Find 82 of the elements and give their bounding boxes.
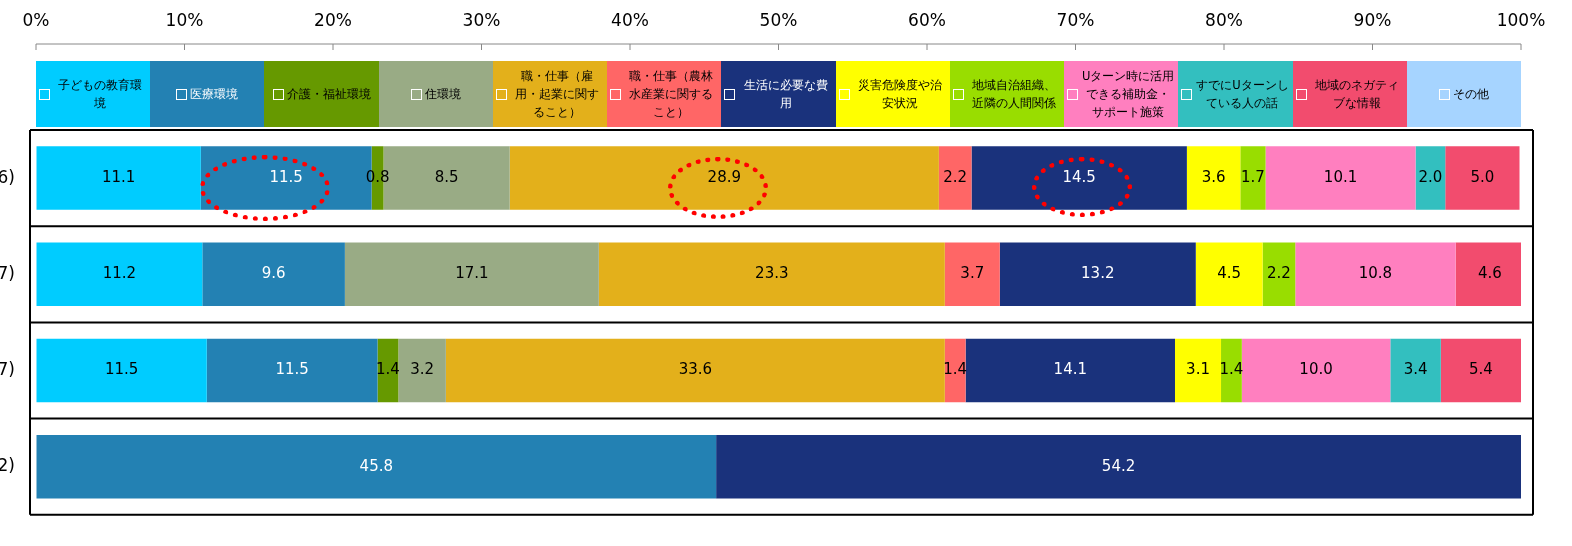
bar xyxy=(938,146,972,210)
data-label: 10.8 xyxy=(1358,264,1393,283)
data-label: 3.4 xyxy=(1403,360,1428,379)
x-tick-label: 10% xyxy=(165,10,204,31)
bar xyxy=(1195,242,1263,307)
data-label: 11.2 xyxy=(102,264,137,283)
data-label: 5.0 xyxy=(1470,167,1495,186)
bar xyxy=(716,434,1521,499)
legend-label: 生活に必要な費用 xyxy=(742,77,829,112)
legend-label: 災害危険度や治安状況 xyxy=(856,77,943,112)
data-label: 28.9 xyxy=(707,167,741,186)
bar xyxy=(1186,146,1241,210)
text: 職・仕事（雇用・起業に関すること） xyxy=(514,68,601,121)
data-label: 2.2 xyxy=(943,167,968,186)
data-label: 11.1 xyxy=(101,167,136,186)
bar xyxy=(206,338,378,403)
data-label: 8.5 xyxy=(434,167,459,186)
data-label: 3.6 xyxy=(1201,167,1226,186)
bar xyxy=(1445,146,1520,210)
x-tick-label: 20% xyxy=(314,10,352,31)
legend-label: 介護・福祉環境 xyxy=(286,86,371,103)
data-label: 10.0 xyxy=(1299,360,1333,379)
x-tick-label: 90% xyxy=(1353,10,1392,31)
x-tick-label: 80% xyxy=(1205,10,1243,31)
data-label: 4.6 xyxy=(1477,264,1502,283)
bar xyxy=(398,338,446,403)
legend-label: すでにUターンしている人の話 xyxy=(1195,77,1290,112)
bar xyxy=(445,338,945,403)
bar xyxy=(1415,146,1446,210)
data-label: 1.7 xyxy=(1241,167,1265,186)
data-label: 10.1 xyxy=(1323,167,1358,186)
bar xyxy=(344,242,599,307)
data-label: 3.7 xyxy=(960,264,985,283)
data-label: 4.5 xyxy=(1217,264,1242,283)
data-label: 54.2 xyxy=(1101,456,1136,475)
legend-label: Uターン時に活用できる補助金・サポート施策 xyxy=(1081,68,1176,121)
bar xyxy=(1295,242,1456,307)
bar xyxy=(598,242,945,307)
data-label: 5.4 xyxy=(1468,360,1493,379)
bar xyxy=(1265,146,1416,210)
data-label: 14.5 xyxy=(1062,167,1096,186)
data-label: 2.2 xyxy=(1267,264,1291,283)
bar xyxy=(1262,242,1296,307)
x-tick-label: 50% xyxy=(759,10,798,31)
bar xyxy=(36,242,203,307)
legend-label: 医療環境 xyxy=(190,86,239,103)
x-tick-label: 0% xyxy=(22,10,50,31)
legend-label: 地域自治組織、近隣の人間関係 xyxy=(971,77,1057,112)
bar xyxy=(202,242,345,307)
data-label: 23.3 xyxy=(755,264,789,283)
bar xyxy=(1241,338,1391,403)
legend-label: 地域のネガティブな情報 xyxy=(1313,77,1400,112)
bar xyxy=(36,434,717,499)
bar xyxy=(944,242,1000,307)
data-label: 13.2 xyxy=(1081,264,1115,283)
bar xyxy=(1440,338,1521,403)
x-tick-label: 40% xyxy=(611,10,649,31)
bar xyxy=(1390,338,1441,403)
legend-label: 職・仕事（農林水産業に関すること） xyxy=(628,68,715,121)
bar xyxy=(1174,338,1222,403)
data-label: 11.5 xyxy=(275,360,309,379)
data-label: 11.5 xyxy=(269,167,303,186)
data-label: 11.5 xyxy=(104,360,139,379)
data-label: 2.0 xyxy=(1418,167,1443,186)
x-tick-label: 100% xyxy=(1496,10,1546,31)
data-label: 14.1 xyxy=(1053,360,1088,379)
legend-label: その他 xyxy=(1452,86,1489,103)
data-label: 3.2 xyxy=(410,360,435,379)
bar xyxy=(999,242,1196,307)
legend-label: 住環境 xyxy=(424,86,461,103)
x-tick-label: 30% xyxy=(462,10,501,31)
bar xyxy=(1240,146,1266,210)
x-tick-label: 60% xyxy=(908,10,946,31)
data-label: 17.1 xyxy=(455,264,489,283)
data-label: 9.6 xyxy=(261,264,286,283)
data-label: 33.6 xyxy=(678,360,713,379)
bar xyxy=(965,338,1175,403)
data-label: 45.8 xyxy=(359,456,394,475)
data-label: 3.1 xyxy=(1186,360,1210,379)
x-tick-label: 70% xyxy=(1056,10,1095,31)
bar xyxy=(36,338,207,403)
legend-label: 子どもの教育環境 xyxy=(57,77,144,112)
